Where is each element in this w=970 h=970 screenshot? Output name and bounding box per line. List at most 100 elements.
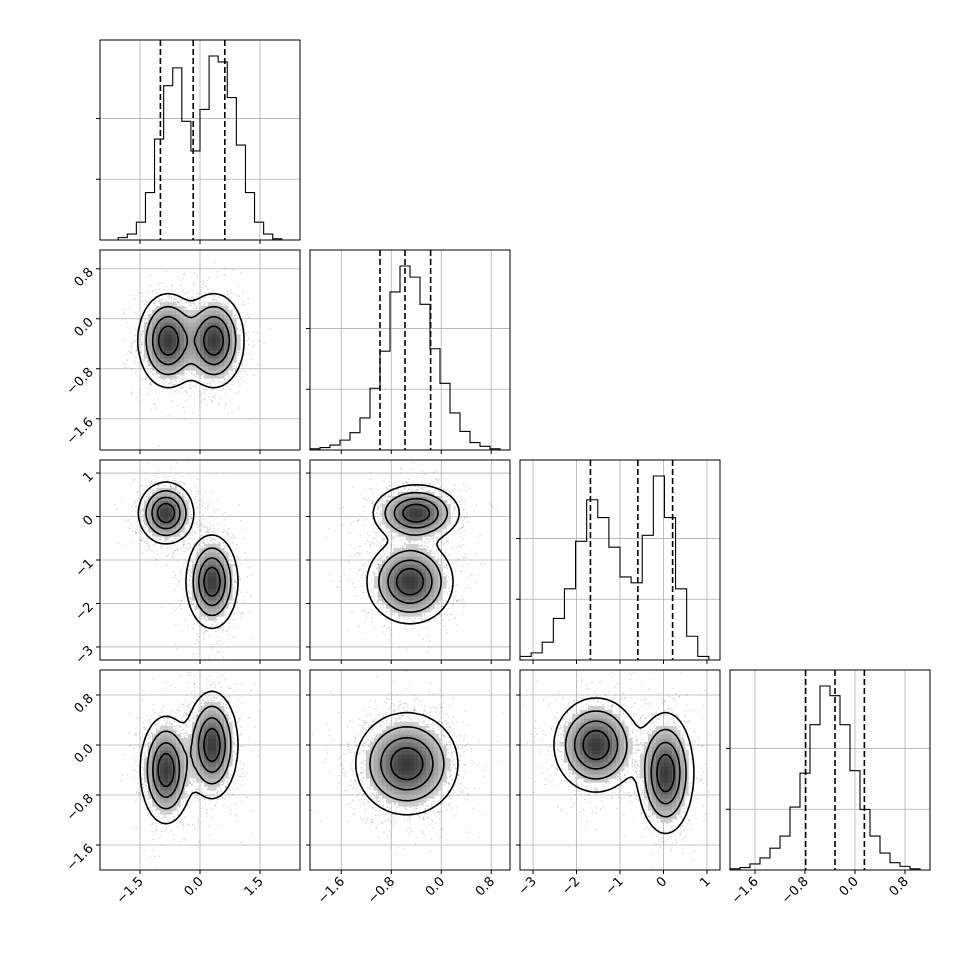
scatter-point xyxy=(236,366,238,368)
scatter-point xyxy=(205,404,208,406)
scatter-point xyxy=(185,372,188,375)
scatter-point xyxy=(379,507,381,509)
density-cell xyxy=(204,338,209,343)
density-cell xyxy=(188,322,193,327)
scatter-point xyxy=(232,370,234,372)
scatter-point xyxy=(140,485,142,488)
density-cell xyxy=(220,338,225,343)
density-cell xyxy=(168,322,173,327)
scatter-point xyxy=(454,513,456,515)
density-cell xyxy=(200,568,205,573)
density-cell xyxy=(200,310,205,315)
scatter-point xyxy=(134,312,137,314)
scatter-point xyxy=(171,400,173,402)
y-tick-label: −3 xyxy=(73,643,97,667)
scatter-point xyxy=(189,598,192,600)
scatter-point xyxy=(222,542,225,545)
scatter-point xyxy=(238,285,240,287)
scatter-point xyxy=(203,392,205,394)
scatter-point xyxy=(150,408,153,411)
histogram-panel-0 xyxy=(96,39,301,244)
scatter-point xyxy=(211,623,213,626)
scatter-point xyxy=(154,490,157,492)
scatter-point xyxy=(371,502,373,504)
scatter-point xyxy=(137,491,139,493)
scatter-point xyxy=(161,299,163,301)
scatter-point xyxy=(173,577,176,579)
scatter-point xyxy=(201,514,204,516)
scatter-point xyxy=(231,542,234,544)
scatter-point xyxy=(199,529,201,531)
scatter-point xyxy=(222,513,224,516)
scatter-point xyxy=(136,525,138,527)
density-cell xyxy=(208,370,213,375)
scatter-point xyxy=(167,554,170,556)
density-cell xyxy=(176,512,181,517)
density-cell xyxy=(168,528,173,533)
scatter-point xyxy=(151,549,153,552)
scatter-point xyxy=(177,302,180,304)
density-cell xyxy=(144,354,149,359)
density-cell xyxy=(212,604,217,609)
scatter-point xyxy=(167,479,169,481)
scatter-point xyxy=(130,369,133,371)
scatter-point xyxy=(177,405,179,407)
scatter-point xyxy=(157,484,159,487)
scatter-point xyxy=(263,342,265,344)
density-cell xyxy=(152,358,157,363)
scatter-point xyxy=(212,290,215,292)
scatter-point xyxy=(200,523,202,525)
density-cell xyxy=(164,346,169,351)
histogram-steps xyxy=(519,475,720,661)
scatter-point xyxy=(247,313,249,315)
density-cell xyxy=(220,326,225,331)
scatter-point xyxy=(140,538,142,540)
scatter-point xyxy=(204,301,206,304)
scatter-point xyxy=(387,496,390,498)
density-cell xyxy=(208,338,213,343)
scatter-point xyxy=(377,502,379,504)
density-cell xyxy=(228,314,233,319)
scatter-point xyxy=(177,548,179,550)
scatter-point xyxy=(178,483,181,485)
scatter-point xyxy=(195,501,198,503)
scatter-point xyxy=(224,665,225,666)
scatter-point xyxy=(220,639,222,641)
density-cell xyxy=(184,500,189,505)
density-cell xyxy=(228,342,233,347)
contour-line xyxy=(145,305,237,376)
density-cell xyxy=(168,516,173,521)
scatter-point xyxy=(134,298,136,300)
scatter-point xyxy=(366,499,368,502)
density-cell xyxy=(224,596,229,601)
scatter-point xyxy=(180,488,182,491)
density-cell xyxy=(148,326,153,331)
scatter-point xyxy=(199,396,201,398)
scatter-point xyxy=(199,302,201,304)
density-cell xyxy=(160,318,165,323)
scatter-point xyxy=(170,382,172,384)
scatter-point xyxy=(148,545,150,548)
density-cell xyxy=(176,318,181,323)
density-cell xyxy=(200,346,205,351)
scatter-point xyxy=(188,304,190,307)
density-cell xyxy=(168,354,173,359)
scatter-point xyxy=(149,479,151,482)
scatter-point xyxy=(124,519,127,521)
density-cell xyxy=(196,552,201,557)
density-cell xyxy=(164,318,169,323)
scatter-point xyxy=(203,632,206,634)
density-cell xyxy=(144,520,149,525)
scatter-point xyxy=(189,301,191,304)
scatter-point xyxy=(205,630,208,633)
scatter-point xyxy=(244,324,246,327)
density-cell xyxy=(212,596,217,601)
density-cell xyxy=(148,362,153,367)
scatter-point xyxy=(177,549,179,551)
scatter-point xyxy=(177,302,180,304)
density-cell xyxy=(224,580,229,585)
scatter-point xyxy=(137,543,140,545)
density-cell xyxy=(220,330,225,335)
scatter-point xyxy=(177,585,179,587)
scatter-point xyxy=(421,482,424,484)
